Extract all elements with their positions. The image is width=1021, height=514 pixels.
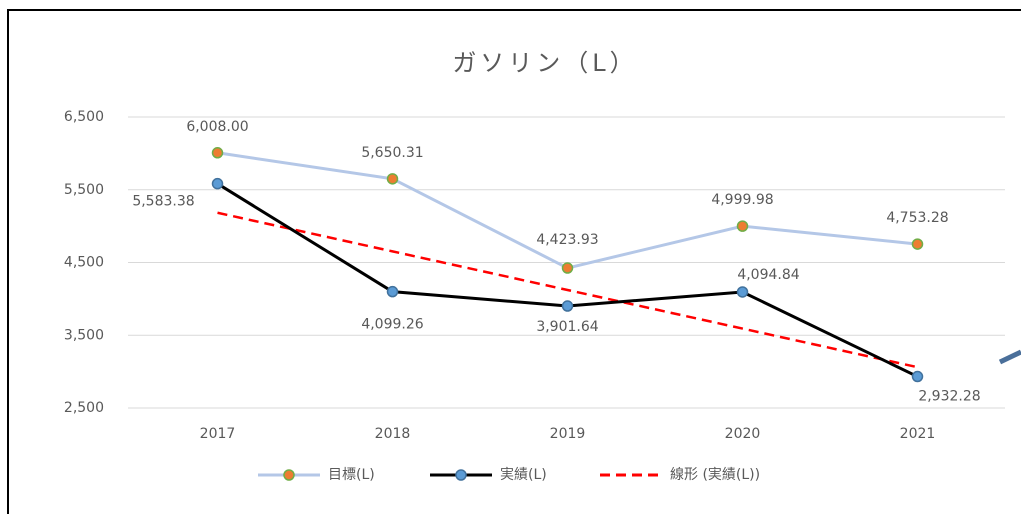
data-label: 4,099.26 bbox=[361, 317, 423, 333]
data-label: 4,753.28 bbox=[886, 210, 948, 226]
legend-marker bbox=[455, 469, 467, 481]
marker bbox=[561, 300, 574, 312]
x-tick-label: 2019 bbox=[550, 426, 586, 442]
legend-label: 実績(L) bbox=[500, 467, 547, 483]
marker bbox=[736, 220, 749, 232]
legend-label: 線形 (実績(L)) bbox=[670, 467, 760, 483]
marker bbox=[561, 262, 574, 274]
trend-line bbox=[217, 211, 918, 369]
data-label: 4,999.98 bbox=[711, 192, 773, 208]
data-label: 3,901.64 bbox=[536, 319, 598, 335]
data-label: 6,008.00 bbox=[186, 119, 248, 135]
data-label: 4,094.84 bbox=[737, 267, 799, 283]
y-tick-label: 5,500 bbox=[64, 182, 104, 198]
marker bbox=[386, 173, 399, 185]
y-tick-label: 3,500 bbox=[64, 327, 104, 343]
frame bbox=[7, 9, 1021, 514]
data-label: 4,423.93 bbox=[536, 232, 598, 248]
x-tick-label: 2021 bbox=[900, 426, 936, 442]
marker bbox=[911, 238, 924, 250]
chart-title: ガソリン（L） bbox=[452, 49, 637, 77]
data-label: 2,932.28 bbox=[918, 389, 980, 405]
data-label: 5,650.31 bbox=[361, 145, 423, 161]
marker bbox=[736, 286, 749, 298]
marker bbox=[911, 370, 924, 383]
connector-arrow bbox=[998, 349, 1021, 365]
marker bbox=[211, 147, 224, 159]
marker bbox=[211, 177, 224, 190]
y-tick-label: 4,500 bbox=[64, 255, 104, 271]
x-tick-label: 2017 bbox=[200, 426, 236, 442]
x-tick-label: 2020 bbox=[725, 426, 761, 442]
y-tick-label: 2,500 bbox=[64, 400, 104, 416]
legend-label: 目標(L) bbox=[328, 467, 375, 483]
legend-marker bbox=[283, 469, 295, 481]
x-tick-label: 2018 bbox=[375, 426, 411, 442]
data-label: 5,583.38 bbox=[132, 194, 194, 210]
marker bbox=[386, 285, 399, 298]
y-tick-label: 6,500 bbox=[64, 109, 104, 125]
